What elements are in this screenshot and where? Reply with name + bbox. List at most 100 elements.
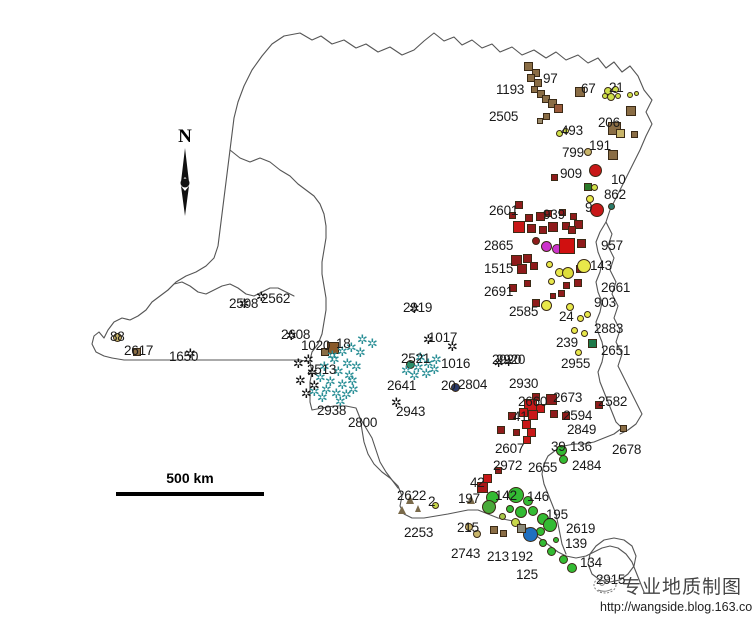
- deposit-label: 2883: [594, 321, 624, 336]
- deposit-marker-square: [517, 264, 527, 274]
- watermark: 专业地质制图: [592, 572, 742, 598]
- deposit-marker-square: [576, 238, 586, 248]
- deposit-marker-square: [490, 526, 498, 534]
- deposit-marker-star: ✲: [391, 396, 402, 411]
- deposit-label: 18: [336, 336, 351, 351]
- deposit-marker-square: [545, 393, 557, 405]
- deposit-marker-circle: [546, 546, 556, 556]
- deposit-marker-square: [515, 201, 523, 209]
- deposit-label: 2865: [484, 238, 514, 253]
- deposit-marker-star: ✲: [367, 337, 378, 352]
- north-arrow: N: [168, 126, 202, 221]
- deposit-label: 2641: [387, 378, 417, 393]
- deposit-label: 909: [560, 166, 582, 181]
- deposit-label: 24: [559, 309, 574, 324]
- deposit-label: 42: [470, 475, 485, 490]
- deposit-marker-star: ✲: [413, 361, 424, 376]
- deposit-label: 195: [546, 507, 568, 522]
- deposit-label: 142: [495, 488, 517, 503]
- deposit-label: 125: [516, 567, 538, 582]
- watermark-logo-icon: [593, 576, 617, 594]
- deposit-marker-square: [537, 118, 543, 124]
- deposit-label: 2: [428, 494, 436, 509]
- deposit-marker-square: [615, 128, 625, 138]
- deposit-marker-circle: [633, 90, 639, 96]
- deposit-label: 39: [551, 439, 566, 454]
- deposit-label: 20: [441, 378, 456, 393]
- deposit-label: 2608: [281, 327, 311, 342]
- deposit-marker-square: [532, 69, 540, 77]
- deposit-label: 2800: [348, 415, 378, 430]
- deposit-marker-circle: [615, 93, 621, 99]
- deposit-label: 10: [611, 172, 626, 187]
- deposit-marker-star: ✲: [286, 329, 297, 344]
- deposit-marker-star: ✲: [239, 297, 250, 312]
- deposit-label: 215: [457, 520, 479, 535]
- deposit-marker-circle: [465, 523, 473, 531]
- deposit-label: 2513: [307, 362, 337, 377]
- deposit-marker-square: [518, 407, 528, 417]
- deposit-marker-circle: [543, 518, 557, 532]
- deposit-marker-circle: [607, 202, 615, 210]
- deposit-marker-circle: [576, 314, 584, 322]
- deposit-marker-square: [535, 211, 545, 221]
- deposit-label: 2617: [124, 343, 154, 358]
- deposit-marker-star: ✲: [344, 369, 355, 384]
- deposit-marker-square: [521, 419, 531, 429]
- deposit-label: 206: [598, 115, 620, 130]
- deposit-marker-square: [513, 221, 525, 233]
- deposit-label: 2601: [489, 203, 519, 218]
- deposit-marker-circle: [547, 277, 555, 285]
- deposit-marker-square: [569, 212, 577, 220]
- deposit-label: 21: [609, 80, 624, 95]
- deposit-marker-square: [523, 61, 533, 71]
- deposit-label: 136: [570, 439, 592, 454]
- deposit-label: 2562: [261, 291, 291, 306]
- deposit-marker-square: [527, 74, 535, 82]
- deposit-label: 2661: [601, 280, 631, 295]
- deposit-marker-square: [557, 289, 565, 297]
- deposit-marker-square: [548, 222, 558, 232]
- deposit-label: 799: [562, 145, 584, 160]
- deposit-marker-square: [508, 211, 516, 219]
- deposit-label: 2915: [596, 572, 626, 587]
- deposit-marker-circle: [583, 310, 591, 318]
- deposit-marker-circle: [611, 85, 619, 93]
- deposit-label: 2505: [489, 109, 519, 124]
- deposit-marker-star: ✲: [409, 302, 420, 317]
- deposit-marker-square: [526, 427, 536, 437]
- deposit-marker-circle: [523, 496, 533, 506]
- deposit-marker-square: [550, 173, 558, 181]
- deposit-marker-circle: [577, 259, 591, 273]
- deposit-marker-circle: [473, 530, 481, 538]
- deposit-marker-square: [608, 150, 618, 160]
- deposit-marker-star: ✲: [342, 357, 353, 372]
- deposit-marker-square: [516, 523, 526, 533]
- deposit-marker-star: ✲: [493, 355, 504, 370]
- deposit-marker-circle: [405, 359, 415, 369]
- deposit-label: 239: [556, 335, 578, 350]
- deposit-marker-star: ✲: [309, 385, 320, 400]
- deposit-label: 957: [601, 238, 623, 253]
- scale-bar: 500 km: [116, 470, 264, 500]
- deposit-marker-circle: [510, 517, 520, 527]
- deposit-marker-star: ✲: [421, 367, 432, 382]
- deposit-label: 143: [590, 258, 612, 273]
- deposit-marker-star: ✲: [409, 369, 420, 384]
- deposit-label: 2919: [403, 300, 433, 315]
- deposit-marker-square: [321, 348, 329, 356]
- deposit-marker-star: ✲: [346, 341, 357, 356]
- deposit-marker-square: [525, 214, 533, 222]
- deposit-marker-star: ✲: [307, 366, 318, 381]
- deposit-marker-star: ✲: [309, 379, 320, 394]
- deposit-label: 97: [543, 71, 558, 86]
- deposit-marker-circle: [586, 195, 594, 203]
- deposit-label: 146: [527, 489, 549, 504]
- deposit-marker-circle: [558, 454, 568, 464]
- deposit-label: 2484: [572, 458, 602, 473]
- deposit-marker-star: ✲: [351, 360, 362, 375]
- deposit-marker-circle: [522, 526, 538, 542]
- deposit-label: 2622: [397, 488, 427, 503]
